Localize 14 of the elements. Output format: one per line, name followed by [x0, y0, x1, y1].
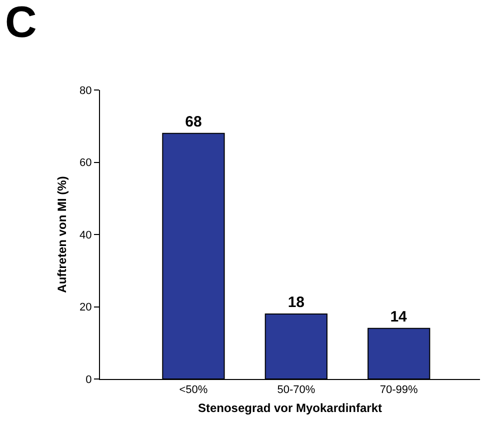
data-label: 14	[390, 308, 408, 326]
y-tick-label: 20	[80, 302, 92, 314]
y-tick-label: 80	[80, 84, 92, 97]
y-tick-label: 40	[80, 229, 92, 242]
x-axis-title: Stenosegrad vor Myokardinfarkt	[198, 401, 382, 416]
chart-title: C	[4, 0, 37, 48]
data-label: 68	[185, 113, 202, 130]
data-label: 18	[288, 294, 305, 311]
x-tick-label: 70-99%	[380, 384, 418, 396]
y-tick-label: 0	[86, 374, 92, 386]
x-tick-label: 50-70%	[277, 384, 316, 396]
y-axis-title: Auftreten von MI (%)	[54, 176, 69, 293]
y-tick-label: 60	[80, 157, 92, 170]
x-tick-label: <50%	[179, 384, 208, 396]
